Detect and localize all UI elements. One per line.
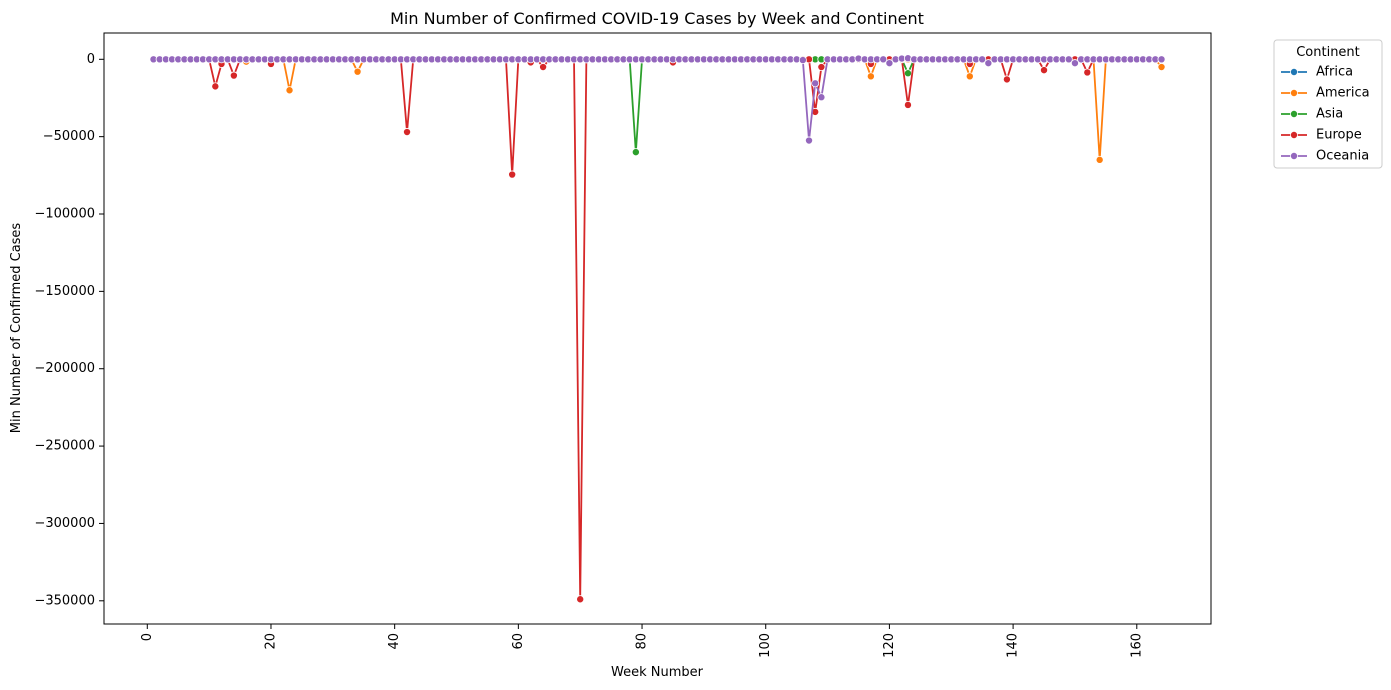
legend-marker bbox=[1290, 68, 1299, 77]
series-oceania bbox=[149, 54, 1166, 145]
data-point bbox=[539, 63, 548, 72]
series-line bbox=[153, 58, 1163, 161]
data-point bbox=[965, 72, 974, 81]
y-axis: 0 −50000 −100000 −150000 −200000 −250000 −3000… bbox=[34, 52, 104, 608]
x-tick-label: 40 bbox=[387, 633, 402, 650]
legend-item-america: America bbox=[1281, 86, 1370, 101]
legend-item-oceania: Oceania bbox=[1281, 149, 1369, 164]
y-axis-label: Min Number of Confirmed Cases bbox=[9, 223, 24, 434]
legend-item-asia: Asia bbox=[1281, 107, 1343, 122]
data-point bbox=[798, 56, 807, 65]
data-point bbox=[229, 71, 238, 80]
data-point bbox=[403, 128, 412, 137]
data-point bbox=[1064, 55, 1073, 64]
legend: Continent Africa America Asia Europe Oceania bbox=[1273, 39, 1383, 169]
data-point bbox=[1157, 63, 1166, 72]
data-point bbox=[978, 55, 987, 64]
y-tick-label: −150000 bbox=[34, 284, 95, 299]
legend-label: Oceania bbox=[1316, 149, 1369, 164]
data-point bbox=[903, 69, 912, 78]
plot-frame bbox=[103, 32, 1212, 625]
y-tick-label: 0 bbox=[87, 52, 95, 67]
data-point bbox=[1070, 59, 1079, 68]
x-tick-label: 0 bbox=[140, 633, 155, 641]
legend-label: Africa bbox=[1316, 65, 1353, 80]
legend-label: Asia bbox=[1316, 107, 1343, 122]
legend-item-africa: Africa bbox=[1281, 65, 1353, 80]
x-axis: 0 20 40 60 80 100 120 140 160 bbox=[140, 624, 1144, 658]
legend-label: America bbox=[1316, 86, 1370, 101]
data-point bbox=[211, 82, 220, 91]
y-tick-label: −200000 bbox=[34, 361, 95, 376]
plot-area bbox=[149, 54, 1166, 604]
data-point bbox=[1002, 75, 1011, 84]
legend-label: Europe bbox=[1316, 128, 1362, 143]
data-point bbox=[1095, 155, 1104, 164]
data-point bbox=[631, 148, 640, 157]
series-europe bbox=[149, 55, 1166, 604]
series-asia bbox=[149, 55, 1166, 157]
series-line bbox=[153, 58, 1162, 601]
y-tick-label: −250000 bbox=[34, 439, 95, 454]
data-point bbox=[811, 79, 820, 88]
x-tick-label: 120 bbox=[882, 633, 897, 658]
data-point bbox=[805, 136, 814, 145]
data-point bbox=[866, 72, 875, 81]
legend-item-europe: Europe bbox=[1281, 128, 1362, 143]
y-tick-label: −350000 bbox=[34, 593, 95, 608]
y-tick-label: −100000 bbox=[34, 207, 95, 222]
data-point bbox=[576, 595, 585, 604]
y-tick-label: −50000 bbox=[43, 129, 95, 144]
legend-marker bbox=[1290, 89, 1299, 98]
legend-marker bbox=[1290, 130, 1299, 139]
y-tick-label: −300000 bbox=[34, 516, 95, 531]
data-point bbox=[285, 86, 294, 95]
legend-marker bbox=[1290, 110, 1299, 119]
x-tick-label: 160 bbox=[1129, 633, 1144, 658]
legend-title: Continent bbox=[1296, 45, 1360, 60]
data-point bbox=[1157, 55, 1166, 64]
data-point bbox=[879, 55, 888, 64]
chart-title: Min Number of Confirmed COVID-19 Cases b… bbox=[390, 9, 924, 28]
data-point bbox=[903, 100, 912, 109]
series-america bbox=[149, 55, 1166, 164]
data-point bbox=[817, 63, 826, 72]
legend-marker bbox=[1290, 151, 1299, 160]
x-tick-label: 60 bbox=[511, 633, 526, 650]
x-axis-label: Week Number bbox=[611, 665, 704, 680]
series-line bbox=[153, 58, 1162, 154]
x-tick-label: 20 bbox=[263, 633, 278, 650]
data-point bbox=[353, 67, 362, 76]
x-tick-label: 140 bbox=[1006, 633, 1021, 658]
data-point bbox=[817, 93, 826, 102]
x-tick-label: 100 bbox=[758, 633, 773, 658]
data-point bbox=[885, 59, 894, 68]
data-point bbox=[1083, 68, 1092, 77]
data-point bbox=[508, 170, 517, 179]
data-point bbox=[984, 59, 993, 68]
data-point bbox=[1040, 66, 1049, 75]
x-tick-label: 80 bbox=[635, 633, 650, 650]
